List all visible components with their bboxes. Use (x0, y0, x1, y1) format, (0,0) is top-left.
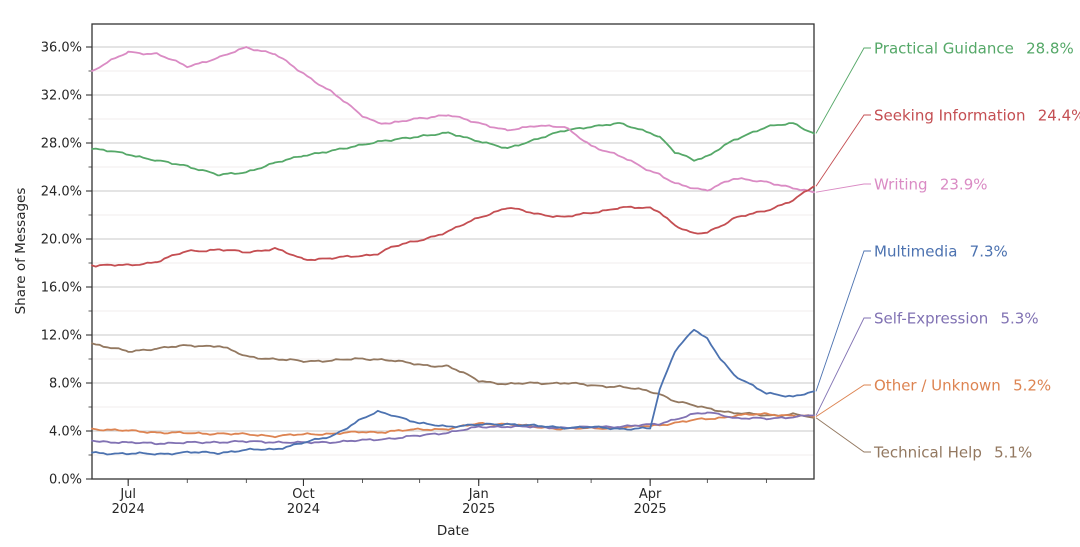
x-tick-label-year: 2025 (462, 502, 495, 517)
leader-line-multimedia (815, 250, 871, 392)
series-line-writing (91, 46, 815, 194)
leader-line-technical-help (815, 417, 871, 453)
series-label-writing: Writing 23.9% (874, 176, 988, 194)
leader-line-self-expression (815, 317, 871, 416)
x-tick-label: Oct (292, 487, 314, 502)
series-line-self-expression (91, 411, 815, 446)
plot-border (91, 23, 815, 480)
y-tick-label: 32.0% (41, 89, 82, 104)
series-line-seeking-information (91, 185, 815, 268)
x-tick-label: Jul (119, 487, 136, 502)
series-label-other-unknown: Other / Unknown 5.2% (874, 377, 1051, 395)
series-label-self-expression: Self-Expression 5.3% (874, 310, 1039, 328)
y-tick-label: 16.0% (41, 281, 82, 296)
series-label-practical-guidance: Practical Guidance 28.8% (874, 40, 1074, 58)
leader-line-writing (815, 183, 871, 193)
x-tick-label-year: 2025 (634, 502, 667, 517)
x-tick-label: Apr (639, 487, 662, 502)
series-label-multimedia: Multimedia 7.3% (874, 243, 1008, 261)
y-axis-title: Share of Messages (13, 187, 29, 315)
series-line-other-unknown (91, 412, 815, 439)
leader-line-seeking-information (815, 114, 871, 187)
y-tick-label: 12.0% (41, 329, 82, 344)
x-tick-label-year: 2024 (112, 502, 145, 517)
y-tick-label: 4.0% (49, 425, 82, 440)
y-tick-label: 28.0% (41, 137, 82, 152)
x-axis-title: Date (436, 523, 470, 539)
series-line-technical-help (91, 342, 815, 419)
leader-line-other-unknown (815, 384, 871, 417)
y-tick-label: 20.0% (41, 233, 82, 248)
leader-line-practical-guidance (815, 47, 871, 134)
y-tick-label: 8.0% (49, 377, 82, 392)
y-tick-label: 36.0% (41, 41, 82, 56)
series-line-multimedia (91, 328, 815, 456)
series-line-practical-guidance (91, 122, 815, 177)
y-tick-label: 24.0% (41, 185, 82, 200)
series-label-seeking-information: Seeking Information 24.4% (874, 107, 1080, 125)
y-tick-label: 0.0% (49, 473, 82, 488)
x-tick-label: Jan (468, 487, 489, 502)
series-label-technical-help: Technical Help 5.1% (873, 444, 1032, 462)
x-tick-label-year: 2024 (287, 502, 320, 517)
